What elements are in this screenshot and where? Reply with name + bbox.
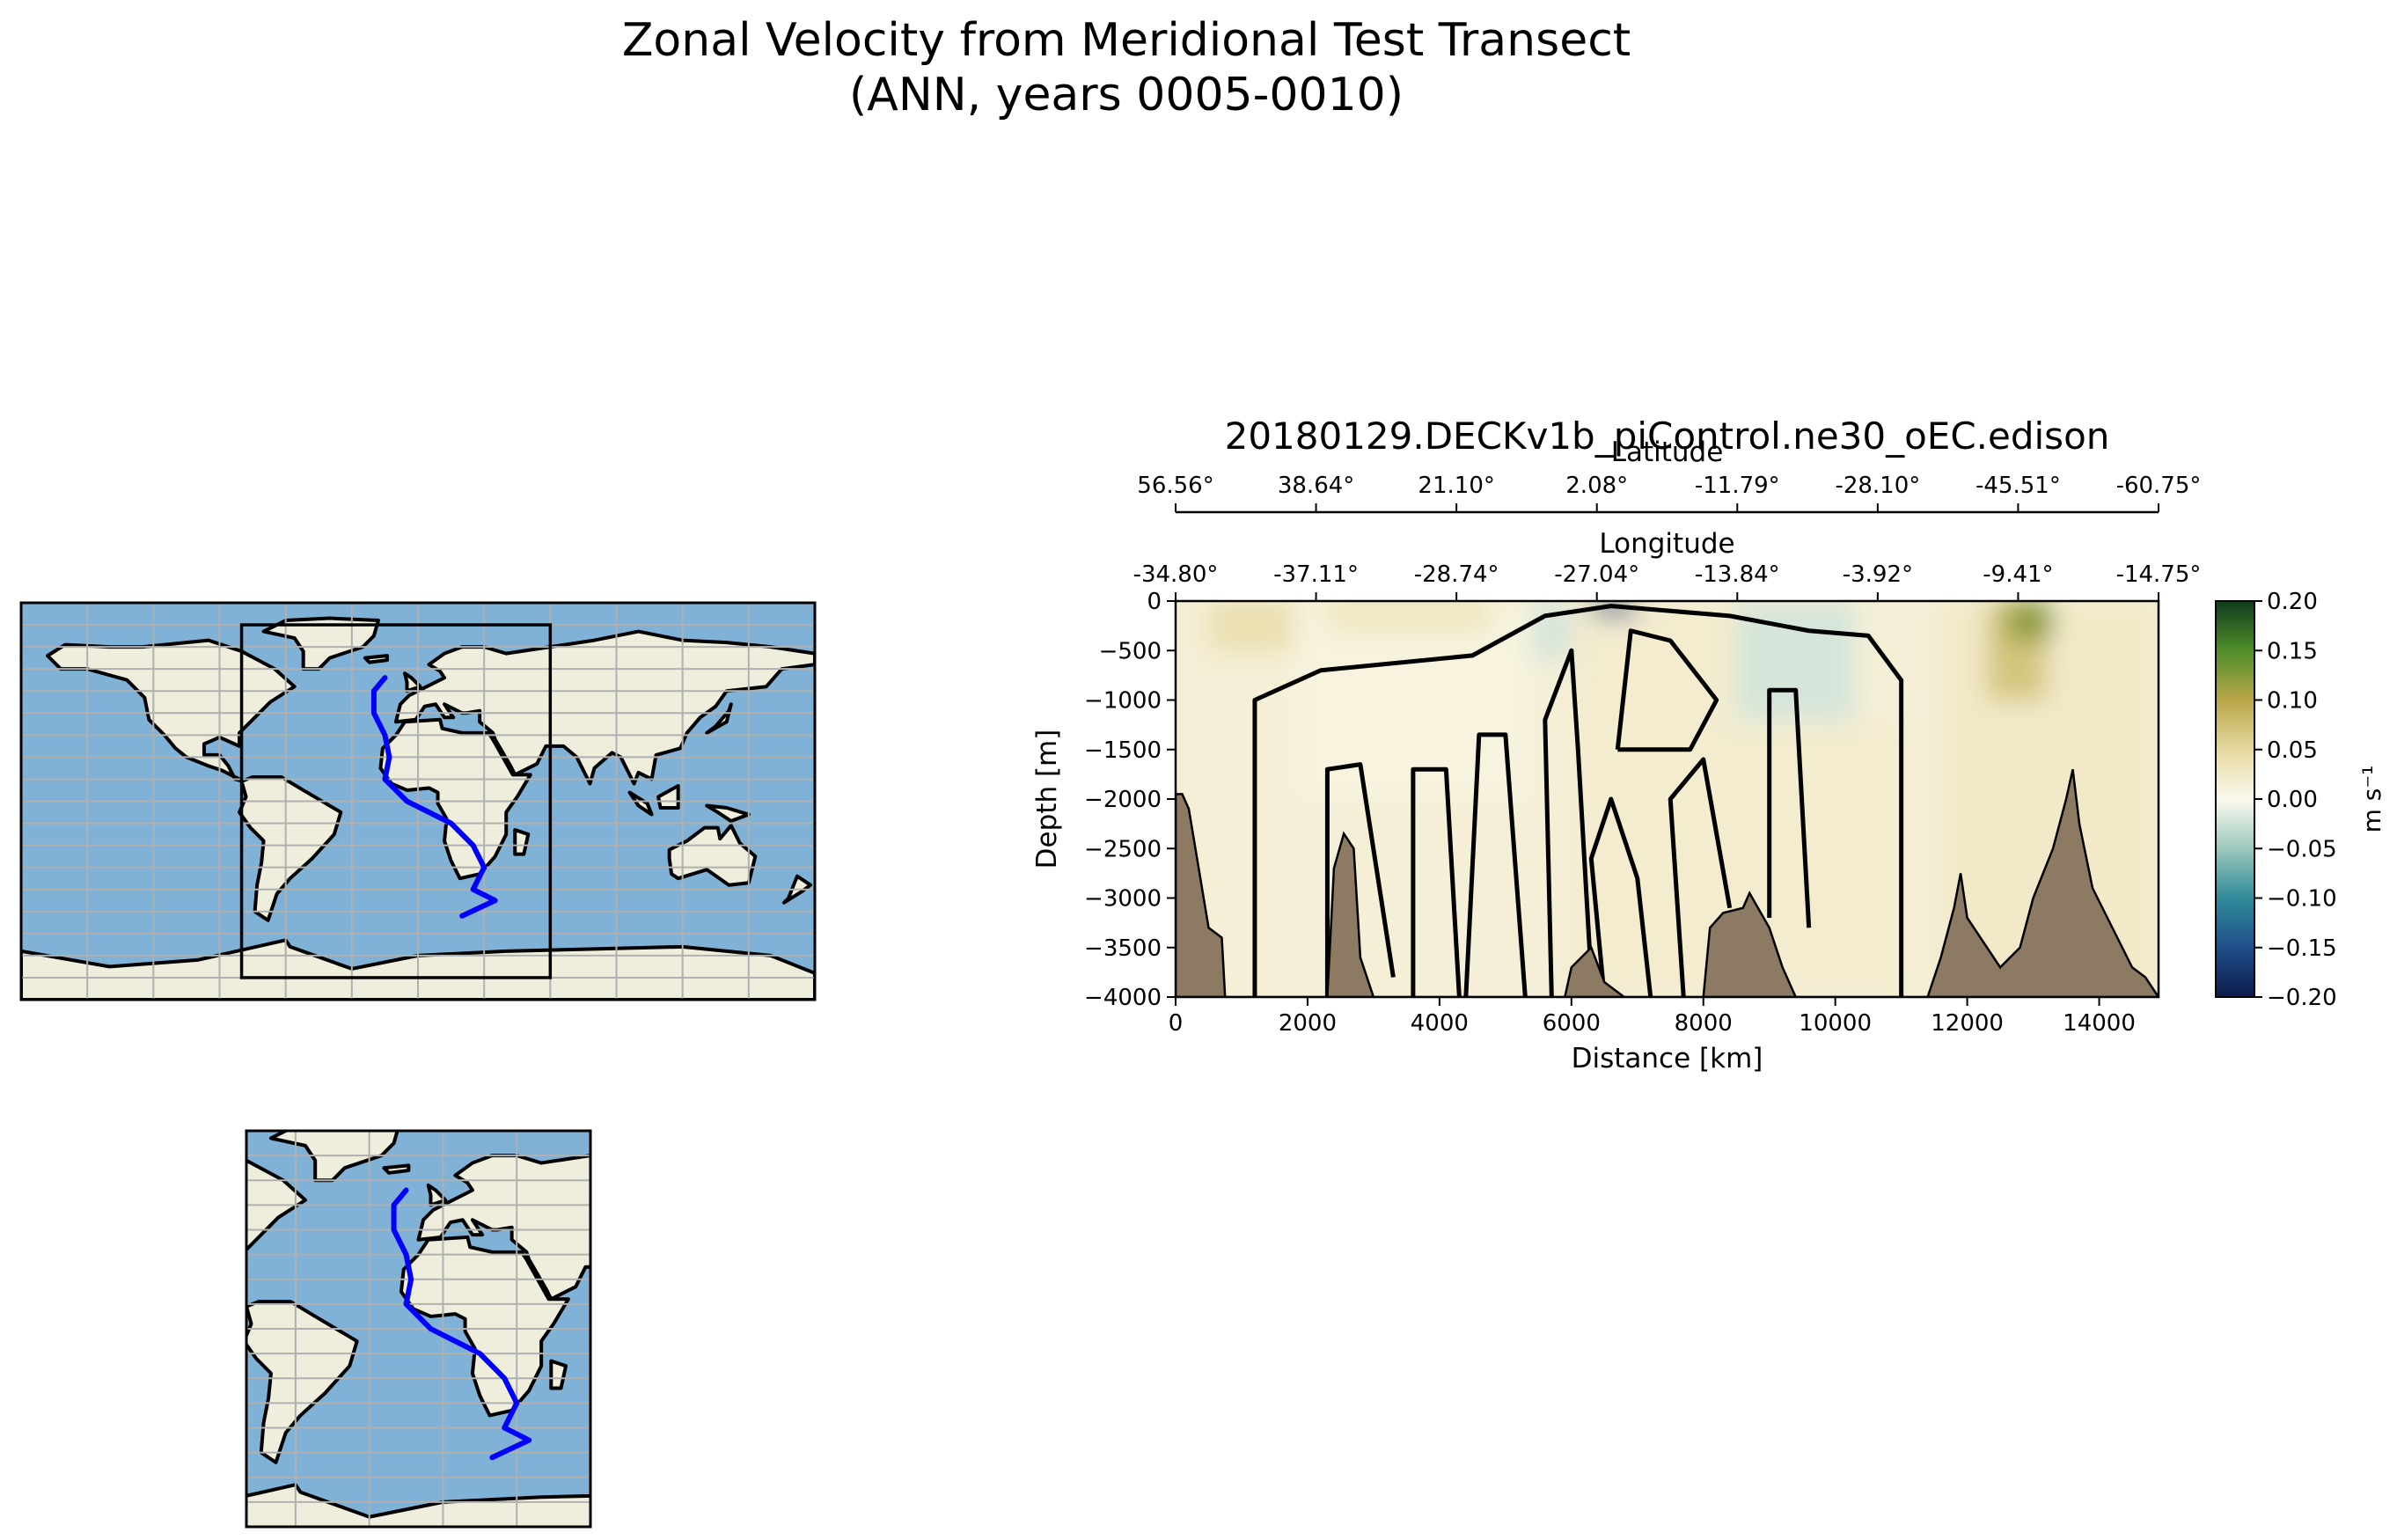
contour-line	[1252, 604, 1904, 997]
land	[549, 1359, 568, 1390]
x-tick-label: 8000	[1675, 1010, 1733, 1037]
colorbar-tick-label: −0.05	[2267, 836, 2337, 862]
land	[246, 1158, 308, 1309]
velocity-region	[1294, 601, 1532, 799]
land	[765, 1334, 811, 1352]
x-tick-label: 6000	[1543, 1010, 1601, 1037]
land	[765, 1220, 792, 1252]
latitude-tick-label: 21.10°	[1418, 473, 1494, 499]
y-tick-label: −4000	[1084, 985, 1162, 1011]
x-tick-label: 0	[1169, 1010, 1184, 1037]
longitude-tick-label: -34.80°	[1133, 561, 1219, 588]
figure-subtitle: (ANN, years 0005-0010)	[848, 69, 1404, 121]
x-tick-label: 12000	[1931, 1010, 2004, 1037]
map-frame	[245, 1129, 592, 1529]
latitude-tick-label: -28.10°	[1835, 473, 1920, 499]
colorbar-label: m s⁻¹	[2357, 766, 2386, 833]
land	[246, 1300, 359, 1464]
contour-line	[1767, 687, 1812, 928]
transect-chart: 0 2000 4000 6000 8000 10000 12000 14000 Distance…	[1031, 414, 2386, 1074]
land	[246, 1483, 590, 1527]
colorbar-tick-label: 0.10	[2267, 688, 2318, 715]
bathymetry	[1176, 768, 2159, 997]
y-tick-label: −2500	[1084, 836, 1162, 862]
latitude-axis-label: Latitude	[1611, 436, 1724, 468]
land	[656, 783, 680, 810]
latitude-tick-label: -11.79°	[1695, 473, 1780, 499]
land	[711, 1311, 733, 1336]
longitude-tick-label: -3.92°	[1843, 561, 1913, 588]
plot-area	[1176, 601, 2159, 997]
longitude-tick-label: -27.04°	[1554, 561, 1639, 588]
colorbar	[2215, 600, 2255, 998]
x-tick-label: 4000	[1411, 1010, 1469, 1037]
velocity-region	[1531, 601, 1572, 661]
land	[723, 1356, 819, 1423]
velocity-region	[1208, 601, 1294, 651]
land	[667, 824, 758, 887]
x-tick-label: 10000	[1799, 1010, 1872, 1037]
y-tick-label: −500	[1099, 638, 1162, 664]
land	[705, 702, 733, 735]
latitude-tick-label: -60.75°	[2116, 473, 2202, 499]
land	[363, 654, 389, 664]
land	[679, 1319, 704, 1344]
y-axis-label: Depth [m]	[1031, 730, 1063, 869]
y-tick-label: −3000	[1084, 886, 1162, 913]
colorbar-tick-label: −0.10	[2267, 886, 2337, 913]
x-axis-label: Distance [km]	[1572, 1043, 1763, 1074]
contour-line	[1543, 648, 1594, 997]
chart-title: 20180129.DECKv1b_piControl.ne30_oEC.edis…	[1225, 414, 2110, 458]
longitude-tick-label: -9.41°	[1983, 561, 2053, 588]
inset-extent-box	[239, 623, 553, 979]
latitude-tick-label: 56.56°	[1137, 473, 1213, 499]
land	[416, 1154, 590, 1302]
y-tick-label: −1500	[1084, 737, 1162, 764]
contour-line	[1588, 796, 1653, 997]
contour-line	[1411, 766, 1462, 997]
contour-line	[1668, 757, 1733, 997]
colorbar-tick-label: −0.20	[2267, 985, 2337, 1011]
x-tick-label: 14000	[2063, 1010, 2136, 1037]
colorbar-tick-label: 0.05	[2267, 737, 2318, 764]
contour-line	[1463, 732, 1528, 997]
figure-title: Zonal Velocity from Meridional Test Tran…	[621, 14, 1631, 67]
longitude-tick-label: -14.75°	[2116, 561, 2202, 588]
longitude-tick-label: -28.74°	[1414, 561, 1499, 588]
longitude-tick-label: -37.11°	[1273, 561, 1359, 588]
velocity-region	[1327, 601, 1492, 631]
y-tick-label: −2000	[1084, 787, 1162, 813]
y-tick-label: −1000	[1084, 688, 1162, 715]
colorbar-tick-label: −0.15	[2267, 935, 2337, 962]
contour-line	[1615, 628, 1719, 752]
land	[851, 1413, 881, 1443]
land	[513, 828, 531, 856]
land	[238, 774, 343, 922]
longitude-tick-label: -13.84°	[1695, 561, 1780, 588]
inset-map	[245, 1129, 881, 1529]
y-tick-label: 0	[1147, 589, 1162, 615]
latitude-tick-label: 2.08°	[1565, 473, 1628, 499]
velocity-region	[2006, 601, 2054, 641]
latitude-tick-label: -45.51°	[1976, 473, 2061, 499]
land	[261, 616, 380, 671]
transect-line	[370, 675, 498, 919]
land	[46, 638, 297, 783]
colorbar-tick-label: 0.20	[2267, 589, 2318, 615]
map-frame	[19, 601, 817, 1001]
colorbar-tick-label: 0.15	[2267, 638, 2318, 664]
longitude-axis-label: Longitude	[1599, 528, 1734, 560]
latitude-tick-label: 38.64°	[1278, 473, 1354, 499]
land	[382, 1163, 411, 1175]
transect-line	[391, 1187, 532, 1461]
x-tick-label: 2000	[1279, 1010, 1337, 1037]
land	[705, 803, 751, 824]
contour-line	[1324, 762, 1396, 997]
colorbar-tick-label: 0.00	[2267, 787, 2318, 813]
maps-layer	[19, 601, 881, 1529]
global-map	[19, 601, 817, 1001]
y-tick-label: −3500	[1084, 935, 1162, 962]
